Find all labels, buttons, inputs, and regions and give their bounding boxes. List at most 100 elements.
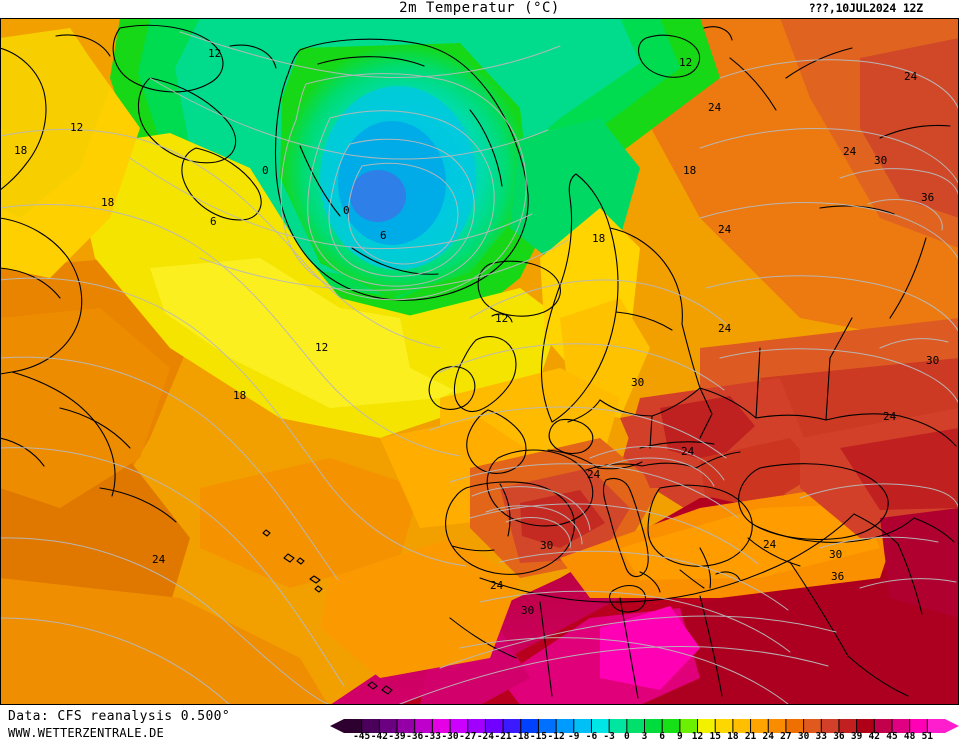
colorbar-band	[538, 719, 557, 733]
model-run-timestamp: ???,10JUL2024 12Z	[808, 1, 924, 15]
colorbar-tick-label: -42	[370, 731, 388, 742]
colorbar-tick-label: -24	[476, 731, 494, 742]
contour-label: 18	[683, 164, 697, 177]
page-title: 2m Temperatur (°C)	[399, 0, 560, 16]
colorbar-tick-label: -33	[423, 731, 441, 742]
colorbar-tick-label: 3	[641, 731, 648, 742]
colorbar-tick-label: -30	[441, 731, 459, 742]
colorbar-band	[467, 719, 486, 733]
colorbar-band	[838, 719, 858, 733]
colorbar-tick-label: -9	[568, 731, 580, 742]
colorbar-svg	[330, 719, 959, 733]
contour-label: 12	[679, 56, 693, 69]
contour-label: 24	[904, 70, 918, 83]
colorbar-band	[768, 719, 787, 733]
colorbar-tick-label: 33	[815, 731, 827, 742]
colorbar-tick-label: 15	[709, 731, 721, 742]
colorbar-band	[697, 719, 716, 733]
colorbar-band	[503, 719, 522, 733]
colorbar-band	[715, 719, 734, 733]
contour-label: 30	[631, 376, 645, 389]
contour-label: 24	[490, 579, 504, 592]
contour-label: 24	[763, 538, 777, 551]
colorbar-tick-label: -27	[459, 731, 477, 742]
colorbar-tick-label: 45	[886, 731, 898, 742]
colorbar-right-arrow	[945, 719, 959, 733]
colorbar-tick-label: 36	[833, 731, 845, 742]
contour-label: 12	[70, 121, 84, 134]
map-header: 2m Temperatur (°C) ???,10JUL2024 12Z	[0, 0, 959, 18]
colorbar-tick-label: -15	[529, 731, 548, 742]
contour-label: 36	[921, 191, 935, 204]
contour-label: 12	[208, 47, 222, 60]
colorbar-tick-label: 18	[727, 731, 739, 742]
data-source-label: Data: CFS reanalysis 0.500°	[8, 709, 231, 724]
contour-label: 18	[233, 389, 247, 402]
colorbar-band	[891, 719, 911, 733]
colorbar-tick-label: 27	[780, 731, 792, 742]
colorbar-band	[591, 719, 610, 733]
colorbar-band	[662, 719, 681, 733]
temperature-map[interactable]: 12 12 18 18 6 0 0 6 12 18 24 12 18 12 24…	[0, 18, 959, 705]
colorbar-band	[361, 719, 380, 733]
colorbar-band	[750, 719, 769, 733]
colorbar-band	[414, 719, 433, 733]
colorbar-band	[909, 719, 928, 733]
colorbar-tick-label: 21	[744, 731, 757, 742]
colorbar-left-arrow	[330, 719, 344, 733]
colorbar-band	[626, 719, 645, 733]
contour-label: 24	[718, 322, 732, 335]
colorbar-band	[821, 719, 840, 733]
colorbar-tick-label: -12	[547, 731, 565, 742]
contour-label: 0	[343, 204, 350, 217]
colorbar-tick-label: 12	[691, 731, 704, 742]
contour-label: 24	[843, 145, 857, 158]
colorbar-band	[609, 719, 628, 733]
colorbar-band	[679, 719, 698, 733]
contour-label: 30	[540, 539, 554, 552]
contour-label: 6	[210, 215, 217, 228]
colorbar-tick-label: 39	[850, 731, 863, 742]
colorbar-band	[556, 719, 575, 733]
colorbar-band	[379, 719, 398, 733]
colorbar-band	[485, 719, 504, 733]
colorbar-band	[927, 719, 946, 733]
contour-label: 24	[152, 553, 166, 566]
contour-label: 30	[926, 354, 940, 367]
colorbar-tick-label: 30	[797, 731, 810, 742]
colorbar-tick-label: 6	[659, 731, 666, 742]
colorbar-tick-label: -39	[388, 731, 406, 742]
isotherm-contours	[0, 31, 959, 705]
colorbar-tick-label: -3	[603, 731, 615, 742]
contour-label: 12	[315, 341, 329, 354]
colorbar-tick-label: -45	[353, 731, 371, 742]
contour-label: 24	[708, 101, 722, 114]
colorbar-band	[644, 719, 663, 733]
colorbar-band	[520, 719, 539, 733]
colorbar-strip	[330, 718, 959, 733]
colorbar-band	[732, 719, 751, 733]
colorbar-tick-label: 24	[762, 731, 774, 742]
colorbar-tick-label: 9	[676, 731, 683, 742]
contour-label: 24	[883, 410, 897, 423]
map-canvas	[0, 18, 959, 705]
contour-label: 30	[874, 154, 888, 167]
colorbar-tick-label: 42	[868, 731, 881, 742]
contour-label: 12	[495, 312, 509, 325]
contour-label: 0	[262, 164, 269, 177]
colorbar-tick-label: -21	[494, 731, 512, 742]
contour-label: 30	[521, 604, 535, 617]
contour-label: 6	[380, 229, 387, 242]
contour-label: 18	[101, 196, 115, 209]
website-label: WWW.WETTERZENTRALE.DE	[8, 726, 164, 740]
colorbar-band	[450, 719, 469, 733]
contour-label: 24	[681, 445, 695, 458]
contour-label: 24	[587, 468, 601, 481]
colorbar-band	[344, 719, 363, 733]
contour-label: 24	[718, 223, 732, 236]
colorbar-tick-label: -6	[585, 731, 598, 742]
colorbar-band	[397, 719, 416, 733]
colorbar-band	[803, 719, 822, 733]
colorbar-band	[432, 719, 451, 733]
